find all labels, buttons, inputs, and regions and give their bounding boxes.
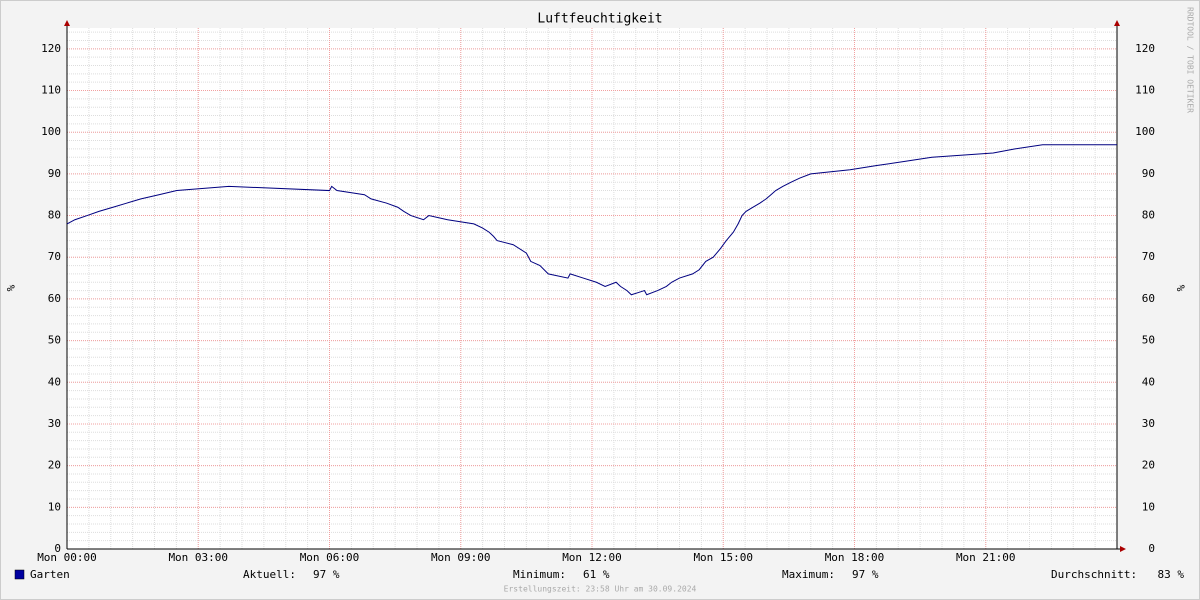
y-tick-label: 60 xyxy=(48,292,61,305)
y-tick-label: 0 xyxy=(54,542,61,555)
y-tick-label: 20 xyxy=(48,459,61,472)
stat-label: Maximum: xyxy=(782,568,835,581)
y-tick-label: 100 xyxy=(41,125,61,138)
y-tick-label: 80 xyxy=(48,209,61,222)
y2-tick-label: 10 xyxy=(1142,500,1155,513)
footer: Erstellungszeit: 23:58 Uhr am 30.09.2024 xyxy=(504,585,697,594)
y2-tick-label: 30 xyxy=(1142,417,1155,430)
stat-value: 97 % xyxy=(313,568,340,581)
stat-label: Minimum: xyxy=(513,568,566,581)
y-axis-label: % xyxy=(4,285,17,292)
x-tick-label: Mon 09:00 xyxy=(431,551,491,564)
chart-title: Luftfeuchtigkeit xyxy=(537,12,662,27)
grid xyxy=(66,28,1117,550)
y2-tick-label: 80 xyxy=(1142,209,1155,222)
y-tick-label: 10 xyxy=(48,500,61,513)
y-tick-label: 90 xyxy=(48,167,61,180)
y-tick-label: 50 xyxy=(48,334,61,347)
y2-tick-label: 120 xyxy=(1135,42,1155,55)
y2-tick-label: 90 xyxy=(1142,167,1155,180)
stat-value: 83 % xyxy=(1158,568,1185,581)
legend-swatch xyxy=(14,569,25,580)
x-tick-label: Mon 12:00 xyxy=(562,551,622,564)
stat-value: 97 % xyxy=(852,568,879,581)
x-tick-label: Mon 03:00 xyxy=(168,551,228,564)
stat-label: Aktuell: xyxy=(243,568,296,581)
y-tick-label: 110 xyxy=(41,84,61,97)
y2-tick-label: 0 xyxy=(1148,542,1155,555)
y-tick-label: 70 xyxy=(48,250,61,263)
y2-tick-label: 100 xyxy=(1135,125,1155,138)
y2-tick-label: 70 xyxy=(1142,250,1155,263)
x-tick-label: Mon 00:00 xyxy=(37,551,97,564)
y2-tick-label: 40 xyxy=(1142,375,1155,388)
y2-axis-label: % xyxy=(1174,285,1187,292)
stat-value: 61 % xyxy=(583,568,610,581)
y-tick-label: 40 xyxy=(48,375,61,388)
legend-label: Garten xyxy=(30,568,70,581)
stat-label: Durchschnitt: xyxy=(1051,568,1137,581)
watermark: RRDTOOL / TOBI OETIKER xyxy=(1186,7,1195,113)
line xyxy=(66,144,1117,296)
y-tick-label: 120 xyxy=(41,42,61,55)
y2-tick-label: 60 xyxy=(1142,292,1155,305)
x-tick-label: Mon 06:00 xyxy=(300,551,360,564)
y2-tick-label: 20 xyxy=(1142,459,1155,472)
x-tick-label: Mon 18:00 xyxy=(825,551,885,564)
y2-tick-label: 50 xyxy=(1142,334,1155,347)
y-tick-label: 30 xyxy=(48,417,61,430)
x-tick-label: Mon 15:00 xyxy=(693,551,753,564)
x-tick-label: Mon 21:00 xyxy=(956,551,1016,564)
y2-tick-label: 110 xyxy=(1135,84,1155,97)
